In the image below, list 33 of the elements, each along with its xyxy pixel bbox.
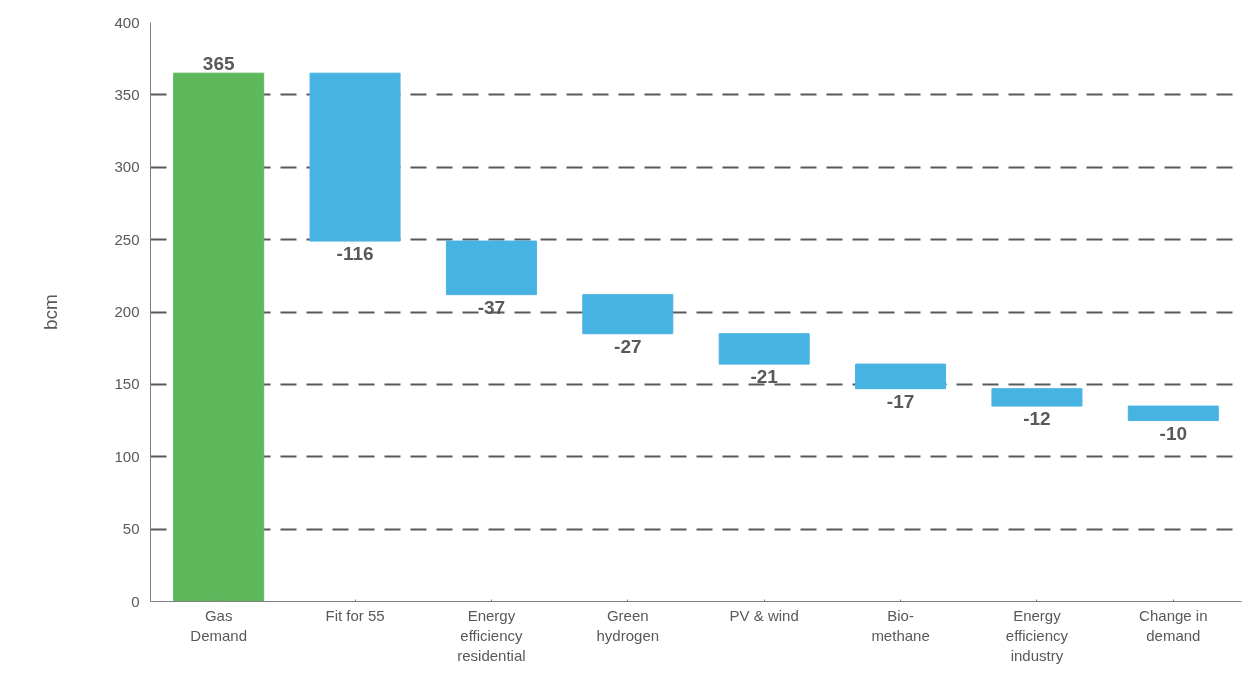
data-label: -21 (750, 366, 779, 388)
x-tick-label: Change in demand (1139, 606, 1208, 644)
x-tick-label: Green hydrogen (596, 606, 660, 644)
y-tick-label: 300 (114, 158, 140, 176)
bar (309, 72, 401, 242)
data-label: -12 (1023, 408, 1051, 430)
x-tick-label: Gas Demand (190, 606, 248, 644)
y-tick-label: 250 (114, 230, 140, 248)
data-label: -27 (614, 335, 642, 357)
data-label: -17 (886, 390, 915, 412)
bar (582, 294, 674, 335)
x-tick-label: Bio- methane (871, 606, 930, 644)
bar (445, 240, 537, 296)
y-tick-label: 0 (131, 592, 140, 610)
data-label: -10 (1159, 422, 1188, 444)
bar (718, 333, 810, 365)
x-tick-label: PV & wind (729, 606, 799, 624)
bar (173, 72, 265, 602)
data-label: -116 (336, 243, 374, 265)
y-tick-label: 400 (114, 13, 140, 31)
bar (991, 388, 1083, 407)
y-tick-label: 350 (114, 85, 140, 103)
bar (1127, 405, 1219, 422)
y-tick-label: 50 (122, 520, 140, 538)
y-tick-label: 150 (114, 375, 140, 393)
x-tick-label: Energy efficiency industry (1005, 606, 1069, 665)
data-label: 365 (202, 53, 235, 75)
bar (855, 363, 947, 390)
x-tick-label: Energy efficiency residential (457, 606, 526, 665)
y-tick-label: 200 (114, 303, 140, 320)
y-tick-label: 100 (114, 447, 140, 465)
x-tick-label: Fit for 55 (325, 606, 385, 624)
y-axis-title: bcm (40, 294, 62, 330)
